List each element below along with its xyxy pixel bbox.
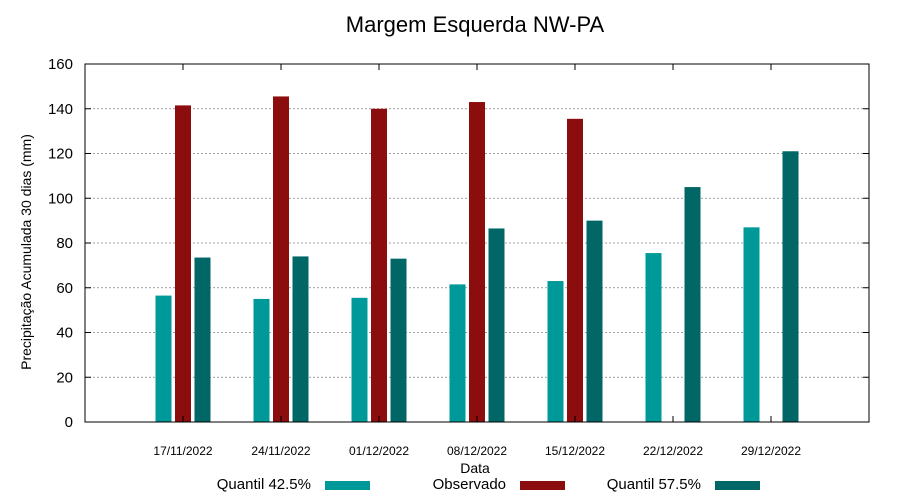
bar-quantil-57-5 <box>586 220 603 422</box>
x-tick-label: 17/11/2022 <box>153 444 212 458</box>
legend: Quantil 42.5% Observado Quantil 57.5% <box>217 476 760 493</box>
x-tick-label: 01/12/2022 <box>349 444 409 458</box>
y-ticks: 0 20 40 60 80 100 120 140 160 <box>48 56 869 431</box>
legend-swatch <box>325 481 370 490</box>
bars-layer <box>155 96 799 423</box>
y-axis-label: Precipitação Acumulada 30 dias (mm) <box>18 134 34 370</box>
y-tick-label: 80 <box>56 235 73 252</box>
bar-observado <box>371 108 387 422</box>
bar-quantil-57-5 <box>292 256 309 422</box>
bar-quantil-42-5 <box>547 281 564 422</box>
legend-label: Observado <box>433 476 506 493</box>
legend-label: Quantil 57.5% <box>607 476 701 493</box>
x-tick-label: 08/12/2022 <box>447 444 507 458</box>
y-tick-label: 60 <box>56 280 73 297</box>
bar-quantil-57-5 <box>390 258 407 422</box>
bar-quantil-42-5 <box>351 297 368 422</box>
bar-observado <box>469 102 485 422</box>
y-tick-label: 120 <box>48 146 73 163</box>
x-tick-label: 15/12/2022 <box>545 444 605 458</box>
legend-label: Quantil 42.5% <box>217 476 311 493</box>
y-tick-label: 0 <box>65 414 73 431</box>
legend-swatch <box>520 481 565 490</box>
bar-quantil-42-5 <box>645 253 662 422</box>
chart-title: Margem Esquerda NW-PA <box>346 12 605 37</box>
legend-swatch <box>715 481 760 490</box>
x-ticks: 17/11/2022 24/11/2022 01/12/2022 08/12/2022… <box>153 64 801 458</box>
bar-quantil-42-5 <box>253 298 270 422</box>
y-tick-label: 100 <box>48 190 73 207</box>
x-tick-label: 29/12/2022 <box>741 444 801 458</box>
bar-quantil-42-5 <box>743 227 760 422</box>
bar-observado <box>567 118 583 422</box>
bar-quantil-57-5 <box>194 257 211 422</box>
y-tick-label: 140 <box>48 101 73 118</box>
bar-quantil-57-5 <box>488 228 505 422</box>
x-axis-label: Data <box>460 460 490 476</box>
bar-observado <box>175 105 191 423</box>
bar-quantil-57-5 <box>684 187 701 422</box>
bar-quantil-57-5 <box>782 151 799 422</box>
y-tick-label: 20 <box>56 369 73 386</box>
bar-quantil-42-5 <box>449 284 466 422</box>
x-tick-label: 24/11/2022 <box>251 444 310 458</box>
y-tick-label: 40 <box>56 325 73 342</box>
bar-quantil-42-5 <box>155 295 172 422</box>
bar-observado <box>273 96 289 422</box>
x-tick-label: 22/12/2022 <box>643 444 703 458</box>
y-tick-label: 160 <box>48 56 73 73</box>
